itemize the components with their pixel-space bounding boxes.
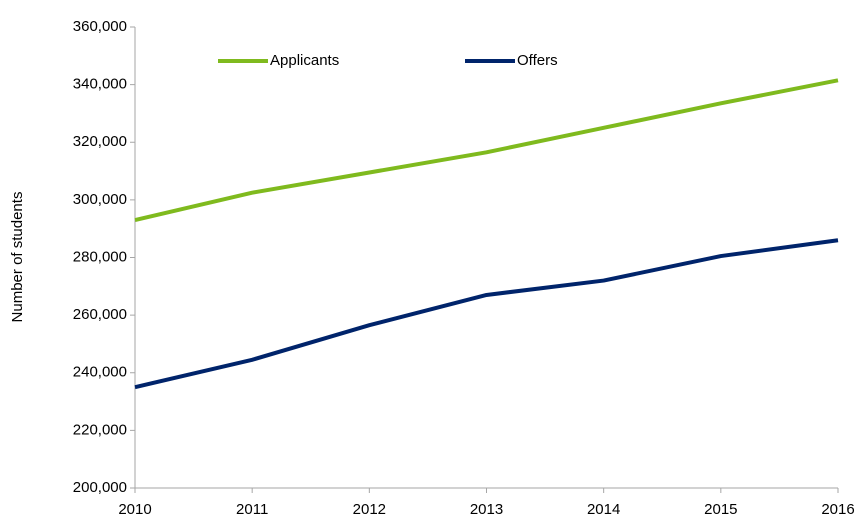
legend-label: Applicants	[270, 52, 339, 69]
x-tick-label: 2015	[704, 501, 737, 518]
y-tick-label: 360,000	[73, 18, 127, 35]
y-tick-label: 220,000	[73, 421, 127, 438]
y-tick-label: 340,000	[73, 76, 127, 93]
y-tick-label: 260,000	[73, 306, 127, 323]
y-tick-label: 280,000	[73, 248, 127, 265]
x-tick-label: 2016	[821, 501, 854, 518]
y-tick-label: 240,000	[73, 364, 127, 381]
y-tick-label: 300,000	[73, 191, 127, 208]
legend-label: Offers	[517, 52, 558, 69]
x-tick-label: 2013	[470, 501, 503, 518]
y-tick-label: 320,000	[73, 133, 127, 150]
x-tick-label: 2010	[118, 501, 151, 518]
series-line	[134, 78, 839, 222]
series-line	[134, 238, 839, 390]
x-tick-label: 2014	[587, 501, 620, 518]
y-tick-label: 200,000	[73, 479, 127, 496]
x-tick-label: 2012	[353, 501, 386, 518]
y-axis-label: Number of students	[9, 192, 26, 323]
x-tick-label: 2011	[236, 501, 268, 518]
